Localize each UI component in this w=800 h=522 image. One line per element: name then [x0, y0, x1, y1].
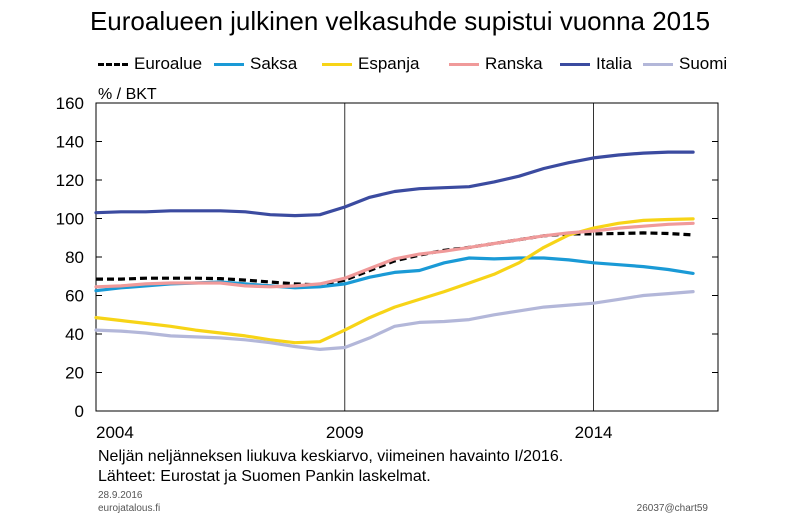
footer-code: 26037@chart59 [636, 503, 708, 514]
footer-note: Neljän neljänneksen liukuva keskiarvo, v… [98, 448, 564, 465]
legend-label-espanja: Espanja [358, 54, 420, 73]
y-axis-unit-label: % / BKT [98, 86, 157, 103]
legend-label-euroalue: Euroalue [134, 54, 203, 73]
series-line-suomi [94, 290, 695, 351]
x-tick-label-2004: 2004 [96, 423, 134, 442]
y-tick-label-120: 120 [56, 171, 84, 190]
legend-item-italia: Italia [560, 54, 632, 74]
y-tick-label-160: 160 [56, 94, 84, 113]
legend-label-suomi: Suomi [679, 54, 728, 73]
legend-swatch-italia [560, 62, 590, 66]
x-tick-label-2009: 2009 [326, 423, 364, 442]
legend-swatch-espanja [322, 62, 352, 66]
legend-label-italia: Italia [596, 54, 632, 73]
y-tick-label-80: 80 [65, 248, 84, 267]
legend: Euroalue Saksa Espanja Ranska Italia Suomi [98, 54, 758, 74]
legend-swatch-euroalue [98, 62, 128, 66]
y-tick-label-40: 40 [65, 325, 84, 344]
chart-title: Euroalueen julkinen velkasuhde supistui … [89, 6, 711, 36]
footer-site: eurojatalous.fi [98, 503, 161, 514]
legend-item-espanja: Espanja [322, 54, 419, 74]
series-line-saksa [94, 256, 695, 293]
legend-item-suomi: Suomi [643, 54, 727, 74]
series-line-ranska [94, 221, 695, 289]
y-tick-label-20: 20 [65, 364, 84, 383]
y-tick-label-100: 100 [56, 210, 84, 229]
legend-label-saksa: Saksa [250, 54, 298, 73]
x-tick-label-2014: 2014 [575, 423, 613, 442]
y-tick-label-60: 60 [65, 287, 84, 306]
legend-item-euroalue: Euroalue [98, 54, 202, 74]
legend-swatch-saksa [214, 62, 244, 66]
series-line-espanja [94, 217, 695, 345]
series-line-italia [94, 150, 695, 218]
legend-item-ranska: Ranska [449, 54, 543, 74]
legend-swatch-suomi [643, 62, 673, 66]
footer-sources: Lähteet: Eurostat ja Suomen Pankin laske… [98, 468, 431, 485]
legend-item-saksa: Saksa [214, 54, 297, 74]
y-tick-label-0: 0 [75, 402, 84, 421]
legend-swatch-ranska [449, 62, 479, 66]
legend-label-ranska: Ranska [485, 54, 543, 73]
series-line-euroalue [96, 231, 694, 287]
footer-date: 28.9.2016 [98, 490, 143, 501]
y-tick-label-140: 140 [56, 133, 84, 152]
